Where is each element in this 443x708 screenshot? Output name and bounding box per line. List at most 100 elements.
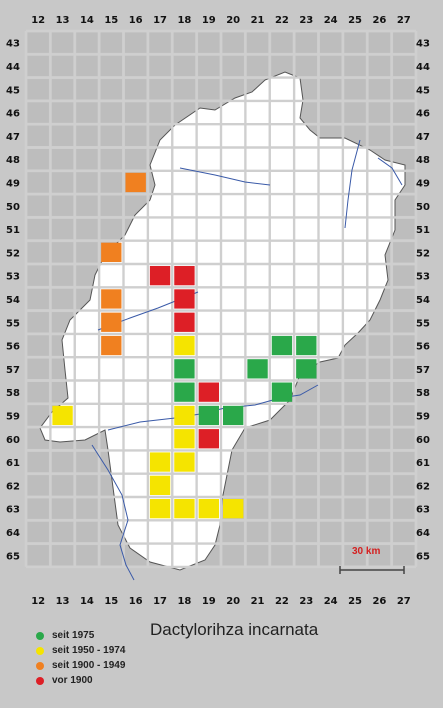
grid-cell (271, 32, 293, 53)
grid-cell (246, 428, 269, 449)
grid-cell (295, 451, 317, 473)
grid-cell (368, 335, 391, 356)
grid-cell (295, 521, 317, 543)
grid-cell (222, 475, 244, 496)
grid-cell (149, 102, 171, 123)
row-label-right: 57 (416, 365, 430, 376)
grid-cell (320, 428, 342, 449)
record-square (101, 242, 122, 262)
grid-cell (100, 218, 122, 240)
grid-cell (320, 405, 342, 426)
grid-cell (246, 55, 269, 77)
grid-cell (125, 149, 147, 170)
record-square (101, 312, 122, 332)
record-square (149, 499, 171, 519)
grid-cell (320, 55, 342, 77)
grid-cell (100, 195, 122, 216)
record-square (174, 499, 195, 519)
grid-cell (344, 382, 366, 403)
grid-cell (320, 102, 342, 123)
grid-cell (295, 498, 317, 519)
grid-cell (320, 382, 342, 403)
grid-cell (368, 358, 391, 379)
grid-cell (393, 125, 415, 146)
col-label-bottom: 27 (397, 596, 411, 607)
grid-cell (320, 521, 342, 543)
col-label-bottom: 21 (251, 596, 265, 607)
grid-cell (27, 312, 49, 333)
grid-cell (76, 125, 98, 146)
grid-cell (222, 55, 244, 77)
grid-cell (271, 498, 293, 519)
grid-cell (100, 32, 122, 53)
col-label-top: 17 (153, 15, 167, 26)
grid-cell (320, 498, 342, 519)
grid-cell (173, 79, 196, 100)
record-square (174, 452, 195, 472)
river-werra (377, 157, 403, 186)
record-square (198, 499, 219, 519)
grid-cell (271, 55, 293, 77)
grid-cell (344, 451, 366, 473)
grid-cell (344, 545, 366, 566)
col-label-top: 22 (275, 15, 289, 26)
map-title: Dactylorihza incarnata (150, 620, 319, 639)
col-label-top: 26 (372, 15, 386, 26)
record-square (198, 405, 219, 426)
record-square (271, 335, 293, 356)
grid-cell (125, 79, 147, 100)
grid-cell (125, 102, 147, 123)
grid-cell (393, 218, 415, 240)
row-label-right: 44 (416, 62, 430, 73)
col-label-bottom: 18 (177, 596, 191, 607)
row-label-right: 48 (416, 155, 430, 166)
grid-cell (344, 55, 366, 77)
legend-swatch (36, 661, 44, 670)
grid-cell (344, 79, 366, 100)
grid-cell (76, 475, 98, 496)
grid-cell (368, 498, 391, 519)
record-square (125, 172, 146, 193)
row-label-right: 56 (416, 342, 430, 353)
col-label-bottom: 23 (299, 596, 313, 607)
row-label-right: 63 (416, 505, 430, 516)
col-label-bottom: 14 (80, 596, 94, 607)
record-square (101, 289, 122, 309)
col-label-bottom: 19 (202, 596, 216, 607)
grid-cell (125, 55, 147, 77)
grid-cell (393, 32, 415, 53)
grid-cell (198, 32, 220, 53)
grid-cell (76, 242, 98, 263)
col-label-bottom: 13 (56, 596, 70, 607)
grid-cell (368, 125, 391, 146)
grid-cell (100, 102, 122, 123)
grid-cell (27, 288, 49, 310)
grid-cell (76, 195, 98, 216)
record-squares (52, 172, 317, 519)
grid-cell (100, 125, 122, 146)
col-label-bottom: 26 (372, 596, 386, 607)
record-square (101, 335, 122, 356)
grid-cell (271, 521, 293, 543)
grid-cell (222, 79, 244, 100)
grid-cell (320, 451, 342, 473)
grid-cell (393, 195, 415, 216)
grid-cell (344, 358, 366, 379)
grid-cell (368, 55, 391, 77)
scale-label: 30 km (352, 546, 381, 557)
row-label-left: 48 (6, 155, 20, 166)
grid-cell (100, 55, 122, 77)
grid-cell (393, 312, 415, 333)
grid-cell (27, 149, 49, 170)
grid-cell (27, 358, 49, 379)
grid-cell (393, 102, 415, 123)
grid-cell (198, 55, 220, 77)
record-square (296, 335, 317, 356)
grid-cell (393, 405, 415, 426)
row-label-right: 54 (416, 295, 430, 306)
grid-cell (295, 405, 317, 426)
col-label-bottom: 17 (153, 596, 167, 607)
col-label-bottom: 15 (104, 596, 118, 607)
col-label-bottom: 25 (348, 596, 362, 607)
